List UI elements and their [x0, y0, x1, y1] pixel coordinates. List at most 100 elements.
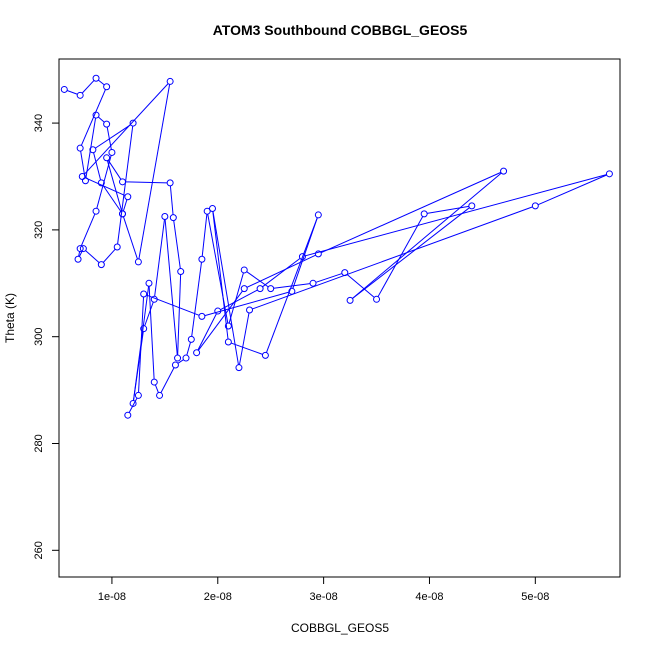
data-point	[134, 391, 142, 399]
series-lines	[66, 79, 607, 413]
data-point	[124, 193, 132, 201]
series-segment	[85, 250, 100, 263]
data-point	[129, 399, 137, 407]
series-segment	[173, 220, 181, 269]
series-segment	[78, 251, 83, 257]
series-segment	[80, 213, 96, 247]
series-segment	[346, 274, 375, 298]
series-segment	[80, 151, 86, 178]
data-point	[108, 148, 116, 156]
series-segment	[148, 286, 155, 380]
series-segment	[102, 248, 116, 263]
series-segment	[207, 214, 229, 324]
data-point	[341, 269, 349, 277]
series-segment	[138, 296, 145, 393]
y-axis-label: Theta (K)	[3, 293, 17, 343]
data-point	[171, 361, 179, 369]
data-point	[373, 295, 381, 303]
data-point	[129, 119, 137, 127]
data-point	[288, 287, 296, 295]
chart-title: ATOM3 Southbound COBBGL_GEOS5	[213, 22, 468, 38]
x-axis-label: COBBGL_GEOS5	[291, 621, 389, 635]
data-point	[177, 268, 185, 276]
data-point	[198, 312, 206, 320]
series-segment	[352, 207, 470, 299]
x-axis: 1e-08 2e-08 3e-08 4e-08 5e-08	[98, 576, 549, 603]
data-point	[76, 91, 84, 99]
series-segment	[231, 342, 263, 355]
series-segment	[427, 205, 469, 214]
data-point	[92, 111, 100, 119]
data-point	[235, 364, 243, 372]
series-segment	[212, 211, 239, 365]
data-point	[182, 354, 190, 362]
data-point	[97, 179, 105, 187]
x-tick-label: 5e-08	[521, 591, 549, 603]
data-point	[298, 253, 306, 261]
data-point	[314, 211, 322, 219]
series-segment	[66, 90, 78, 95]
data-point	[224, 322, 232, 330]
data-point	[500, 167, 508, 175]
data-point	[140, 290, 148, 298]
x-tick-label: 4e-08	[415, 591, 443, 603]
series-segment	[95, 124, 131, 149]
series-segment	[125, 181, 168, 184]
data-point	[169, 214, 177, 222]
series-segment	[262, 257, 301, 288]
series-segment	[186, 342, 191, 356]
series-segment	[107, 160, 122, 180]
data-point	[246, 306, 254, 314]
y-tick-label: 300	[33, 328, 45, 346]
series-segment	[154, 384, 159, 393]
series-segment	[191, 262, 202, 337]
data-point	[240, 285, 248, 293]
x-tick-label: 2e-08	[204, 591, 232, 603]
series-segment	[106, 160, 123, 212]
x-tick-label: 1e-08	[98, 591, 126, 603]
data-point	[76, 144, 84, 152]
series-segment	[177, 359, 184, 364]
data-point	[113, 243, 121, 251]
series-segment	[305, 174, 607, 257]
y-tick-label: 260	[33, 541, 45, 559]
series-segment	[320, 171, 502, 254]
series-segment	[98, 79, 105, 86]
data-point	[140, 325, 148, 333]
data-point	[346, 296, 354, 304]
series-segment	[352, 172, 502, 299]
series-segment	[164, 219, 178, 356]
series-segment	[80, 89, 106, 146]
data-point	[97, 261, 105, 269]
data-point	[420, 210, 428, 218]
y-tick-label: 340	[33, 114, 45, 132]
data-point	[174, 354, 182, 362]
series-segment	[228, 272, 244, 324]
series-segment	[169, 185, 174, 215]
series-segment	[292, 217, 318, 289]
data-point	[103, 83, 111, 91]
series-segment	[212, 211, 229, 340]
data-point	[150, 378, 158, 386]
series-segment	[246, 254, 316, 288]
data-point	[156, 391, 164, 399]
series-segment	[246, 271, 269, 288]
data-point	[208, 205, 216, 213]
data-point	[261, 351, 269, 359]
y-tick-label: 280	[33, 434, 45, 452]
series-segment	[83, 83, 169, 175]
series-segment	[81, 80, 95, 94]
data-point	[92, 74, 100, 82]
data-point	[468, 202, 476, 210]
series-segment	[220, 289, 258, 311]
series-segment	[160, 367, 175, 394]
data-point	[309, 279, 317, 287]
series-segment	[265, 217, 318, 353]
data-point	[314, 250, 322, 258]
data-point	[166, 179, 174, 187]
series-segment	[146, 294, 200, 316]
data-point	[103, 154, 111, 162]
data-point	[166, 77, 174, 85]
data-point	[79, 245, 87, 253]
